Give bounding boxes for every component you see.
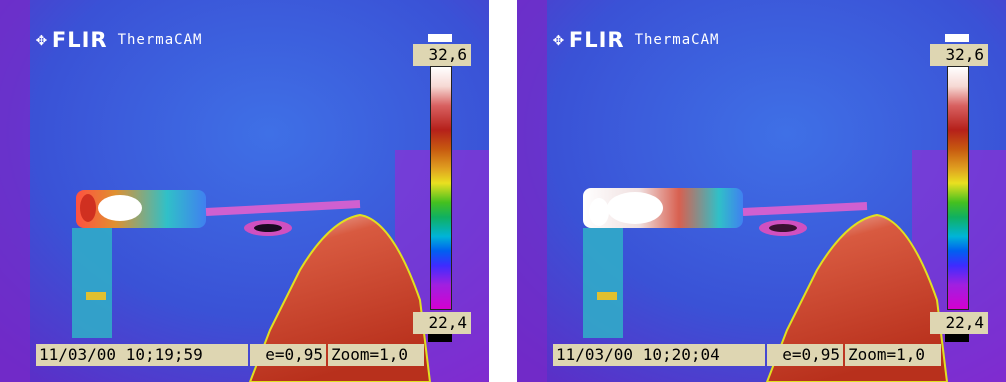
- scale-max-label: 32,6: [413, 44, 471, 66]
- temperature-colorbar: [947, 66, 969, 310]
- scale-cap-bottom: [428, 334, 452, 342]
- brand-label: FLIR: [51, 28, 108, 52]
- temperature-colorbar: [430, 66, 452, 310]
- status-bar: 11/03/00 10;20;04 e=0,95 Zoom=1,0: [553, 344, 941, 366]
- status-bar: 11/03/00 10;19;59 e=0,95 Zoom=1,0: [36, 344, 424, 366]
- scale-cap-top: [945, 34, 969, 42]
- product-label: ThermaCAM: [117, 32, 203, 48]
- flir-logo-mark-icon: ✥: [36, 29, 48, 50]
- scale-max-label: 32,6: [930, 44, 988, 66]
- flir-logo: ✥ FLIR ThermaCAM: [36, 28, 202, 52]
- thermal-frame-left: ✥ FLIR ThermaCAM 32,6 22,4 11/03/00 10;1…: [0, 0, 489, 382]
- emissivity-readout: e=0,95: [767, 344, 843, 366]
- thermal-scene-right: [517, 0, 1006, 382]
- flir-logo-mark-icon: ✥: [553, 29, 565, 50]
- scale-cap-top: [428, 34, 452, 42]
- scale-min-label: 22,4: [930, 312, 988, 334]
- scale-cap-bottom: [945, 334, 969, 342]
- zoom-readout: Zoom=1,0: [328, 344, 424, 366]
- thermal-frame-right: ✥ FLIR ThermaCAM 32,6 22,4 11/03/00 10;2…: [517, 0, 1006, 382]
- timestamp: 11/03/00 10;20;04: [553, 344, 765, 366]
- timestamp: 11/03/00 10;19;59: [36, 344, 248, 366]
- emissivity-readout: e=0,95: [250, 344, 326, 366]
- flir-logo: ✥ FLIR ThermaCAM: [553, 28, 719, 52]
- zoom-readout: Zoom=1,0: [845, 344, 941, 366]
- scale-min-label: 22,4: [413, 312, 471, 334]
- thermal-scene-left: [0, 0, 489, 382]
- brand-label: FLIR: [568, 28, 625, 52]
- product-label: ThermaCAM: [634, 32, 720, 48]
